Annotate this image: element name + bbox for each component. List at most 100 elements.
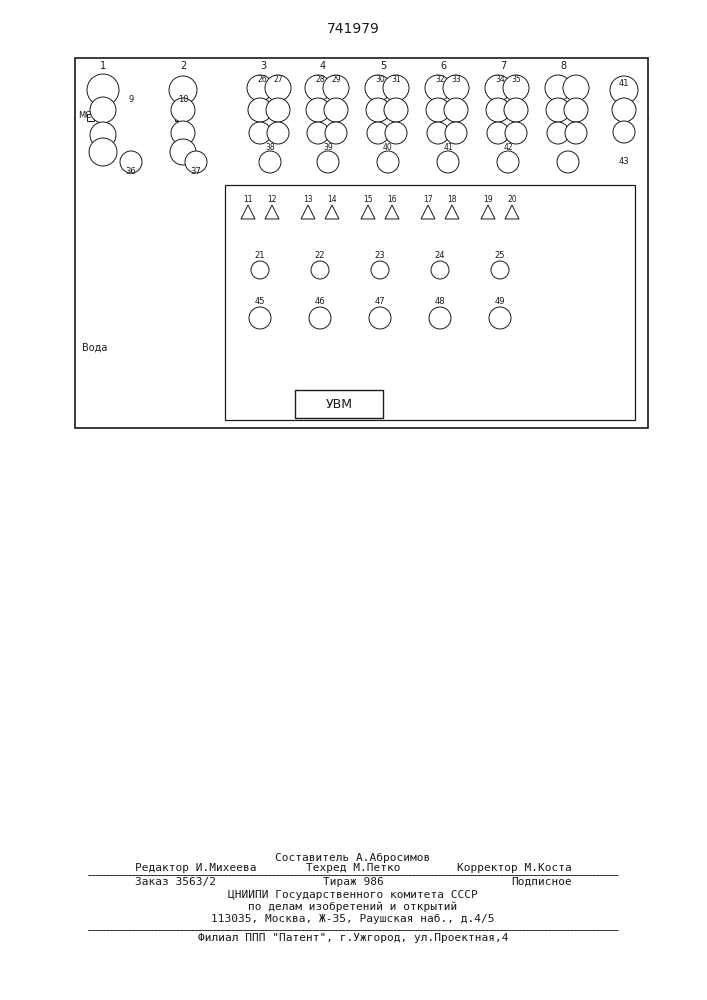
Circle shape [425, 75, 451, 101]
Text: УВМ: УВМ [325, 397, 353, 410]
Text: 22: 22 [315, 251, 325, 260]
Circle shape [431, 261, 449, 279]
Polygon shape [421, 205, 435, 219]
Circle shape [489, 307, 511, 329]
Text: 11: 11 [243, 196, 252, 205]
Text: 19: 19 [483, 196, 493, 205]
Circle shape [497, 151, 519, 173]
Circle shape [377, 151, 399, 173]
Text: 18: 18 [448, 196, 457, 205]
Text: 741979: 741979 [327, 22, 380, 36]
Text: 4: 4 [320, 61, 326, 71]
Circle shape [90, 122, 116, 148]
Polygon shape [505, 205, 519, 219]
Circle shape [306, 98, 330, 122]
Text: 47: 47 [375, 298, 385, 306]
Polygon shape [481, 205, 495, 219]
Text: 29: 29 [331, 76, 341, 85]
Circle shape [325, 122, 347, 144]
Text: Составитель А.Абросимов: Составитель А.Абросимов [275, 853, 431, 863]
Circle shape [546, 98, 570, 122]
Text: 34: 34 [495, 76, 505, 85]
Circle shape [249, 122, 271, 144]
Text: Вода: Вода [82, 343, 107, 353]
Circle shape [171, 121, 195, 145]
Text: по делам изобретений и открытий: по делам изобретений и открытий [248, 902, 457, 912]
Circle shape [565, 122, 587, 144]
Text: 16: 16 [387, 196, 397, 205]
Circle shape [426, 98, 450, 122]
Circle shape [371, 261, 389, 279]
Text: 41: 41 [443, 143, 452, 152]
Circle shape [247, 75, 273, 101]
Circle shape [120, 151, 142, 173]
Circle shape [185, 151, 207, 173]
Text: 37: 37 [191, 167, 201, 176]
Polygon shape [301, 205, 315, 219]
Circle shape [612, 98, 636, 122]
Circle shape [366, 98, 390, 122]
Text: 8: 8 [560, 61, 566, 71]
Circle shape [309, 307, 331, 329]
Circle shape [487, 122, 509, 144]
Circle shape [444, 98, 468, 122]
Circle shape [437, 151, 459, 173]
Text: 42: 42 [503, 143, 513, 152]
Text: 32: 32 [436, 76, 445, 85]
Text: 12: 12 [267, 196, 276, 205]
Circle shape [311, 261, 329, 279]
Polygon shape [325, 205, 339, 219]
Text: 46: 46 [315, 298, 325, 306]
Text: 40: 40 [383, 143, 393, 152]
Text: 15: 15 [363, 196, 373, 205]
Text: 31: 31 [391, 76, 401, 85]
Circle shape [427, 122, 449, 144]
Text: 45: 45 [255, 298, 265, 306]
Circle shape [385, 122, 407, 144]
Text: 6: 6 [440, 61, 446, 71]
Text: Филиал ППП "Патент", г.Ужгород, ул.Проектная,4: Филиал ППП "Патент", г.Ужгород, ул.Проек… [198, 933, 508, 943]
Text: Тираж 986: Тираж 986 [322, 877, 383, 887]
Text: 28: 28 [315, 76, 325, 85]
Text: ЦНИИПИ Государственного комитета СССР: ЦНИИПИ Государственного комитета СССР [228, 890, 478, 900]
Text: 17: 17 [423, 196, 433, 205]
Circle shape [547, 122, 569, 144]
Text: 9: 9 [129, 96, 134, 104]
Circle shape [545, 75, 571, 101]
Circle shape [610, 76, 638, 104]
Text: 21: 21 [255, 251, 265, 260]
Circle shape [504, 98, 528, 122]
Circle shape [369, 307, 391, 329]
Circle shape [383, 75, 409, 101]
Circle shape [170, 139, 196, 165]
Text: Заказ 3563/2: Заказ 3563/2 [135, 877, 216, 887]
Text: 5: 5 [380, 61, 386, 71]
Bar [225, 185, 635, 420]
Circle shape [384, 98, 408, 122]
Circle shape [557, 151, 579, 173]
Circle shape [317, 151, 339, 173]
Circle shape [613, 121, 635, 143]
Bar [175, 114, 182, 121]
Text: Корректор М.Коста: Корректор М.Коста [457, 863, 572, 873]
Circle shape [259, 151, 281, 173]
Text: 38: 38 [265, 143, 275, 152]
Circle shape [266, 98, 290, 122]
Text: 26: 26 [257, 76, 267, 85]
Text: 49: 49 [495, 298, 506, 306]
Circle shape [429, 307, 451, 329]
Circle shape [251, 261, 269, 279]
Polygon shape [265, 205, 279, 219]
Text: 13: 13 [303, 196, 312, 205]
Circle shape [169, 76, 197, 104]
Circle shape [324, 98, 348, 122]
Text: 48: 48 [435, 298, 445, 306]
Text: 30: 30 [375, 76, 385, 85]
Bar [75, 58, 648, 428]
Text: Редактор И.Михеева: Редактор И.Михеева [135, 863, 257, 873]
Circle shape [89, 138, 117, 166]
Text: 7: 7 [500, 61, 506, 71]
Circle shape [491, 261, 509, 279]
Polygon shape [361, 205, 375, 219]
Text: 27: 27 [273, 76, 283, 85]
